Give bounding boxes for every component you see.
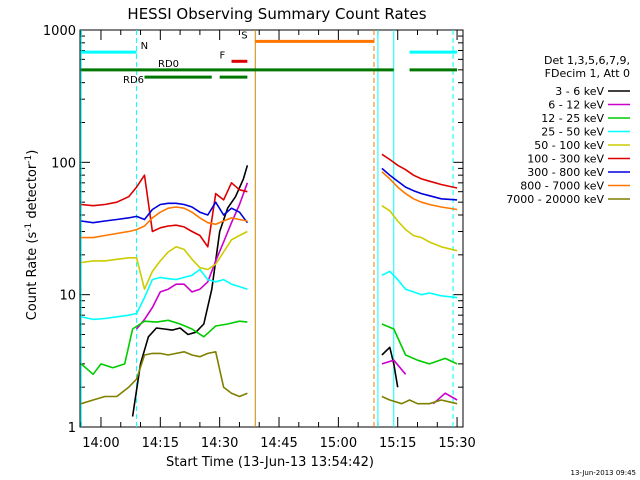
series-line-2 xyxy=(135,182,458,405)
x-tick-label: 15:15 xyxy=(379,436,416,451)
x-tick-label: 14:30 xyxy=(201,436,238,451)
flag-label-s: S xyxy=(241,30,247,41)
flag-label-rd0: RD0 xyxy=(158,59,179,70)
flag-label-f: F xyxy=(220,50,226,61)
series-line-1 xyxy=(131,165,399,417)
legend-label-2: 6 - 12 keV xyxy=(548,99,604,112)
legend-label-6: 100 - 300 keV xyxy=(527,153,604,166)
y-tick-label: 10 xyxy=(59,289,76,304)
x-tick-label: 14:00 xyxy=(82,436,119,451)
y-tick-labels: 1 10 100 1000 xyxy=(43,24,76,436)
legend-label-9: 7000 - 20000 keV xyxy=(506,193,604,206)
series-lines xyxy=(80,153,458,417)
flag-label-rd6: RD6 xyxy=(123,75,144,86)
series-line-6 xyxy=(81,153,458,248)
series-line-9 xyxy=(80,351,458,405)
series-line-3 xyxy=(80,319,458,376)
series-line-7 xyxy=(81,167,458,224)
y-tick-label: 100 xyxy=(51,156,76,171)
y-axis-label-sup1: -1 xyxy=(24,223,34,232)
x-tick-label: 15:30 xyxy=(438,436,475,451)
series-line-8 xyxy=(81,171,458,239)
series-line-5 xyxy=(81,205,458,290)
y-axis-label-mid: detector xyxy=(25,163,40,223)
legend: Det 1,3,5,6,7,9, FDecim 1, Att 0 3 - 6 k… xyxy=(506,54,630,206)
legend-label-3: 12 - 25 keV xyxy=(541,112,604,125)
legend-label-7: 300 - 800 keV xyxy=(527,166,604,179)
series-line-4 xyxy=(81,268,458,321)
state-flags: N S F RD0 RD6 xyxy=(81,30,458,86)
x-tick-label: 14:15 xyxy=(142,436,179,451)
legend-label-4: 25 - 50 keV xyxy=(541,126,604,139)
legend-label-8: 800 - 7000 keV xyxy=(520,180,604,193)
y-axis-label-end: ) xyxy=(25,150,40,155)
legend-label-5: 50 - 100 keV xyxy=(534,139,604,152)
date-stamp: 13-Jun-2013 09:45 xyxy=(571,469,637,477)
y-tick-label: 1 xyxy=(68,421,76,436)
x-tick-labels: 14:00 14:15 14:30 14:45 15:00 15:15 15:30 xyxy=(82,436,476,451)
plot-frame xyxy=(79,29,464,428)
y-tick-label: 1000 xyxy=(43,24,76,39)
chart-title: HESSI Observing Summary Count Rates xyxy=(127,5,426,23)
vertical-markers xyxy=(80,30,454,427)
y-axis-label: Count Rate (s-1 detector-1) xyxy=(24,150,40,321)
y-axis-label-sup2: -1 xyxy=(24,155,34,164)
x-tick-label: 15:00 xyxy=(320,436,357,451)
x-axis-label: Start Time (13-Jun-13 13:54:42) xyxy=(166,455,374,470)
legend-header-line-1: Det 1,3,5,6,7,9, xyxy=(544,54,630,67)
plot-axes xyxy=(79,29,464,428)
y-axis-label-start: Count Rate (s xyxy=(25,232,40,321)
x-tick-label: 14:45 xyxy=(260,436,297,451)
legend-header-line-2: FDecim 1, Att 0 xyxy=(545,67,630,80)
flag-label-n: N xyxy=(141,41,148,52)
legend-label-1: 3 - 6 keV xyxy=(555,85,604,98)
